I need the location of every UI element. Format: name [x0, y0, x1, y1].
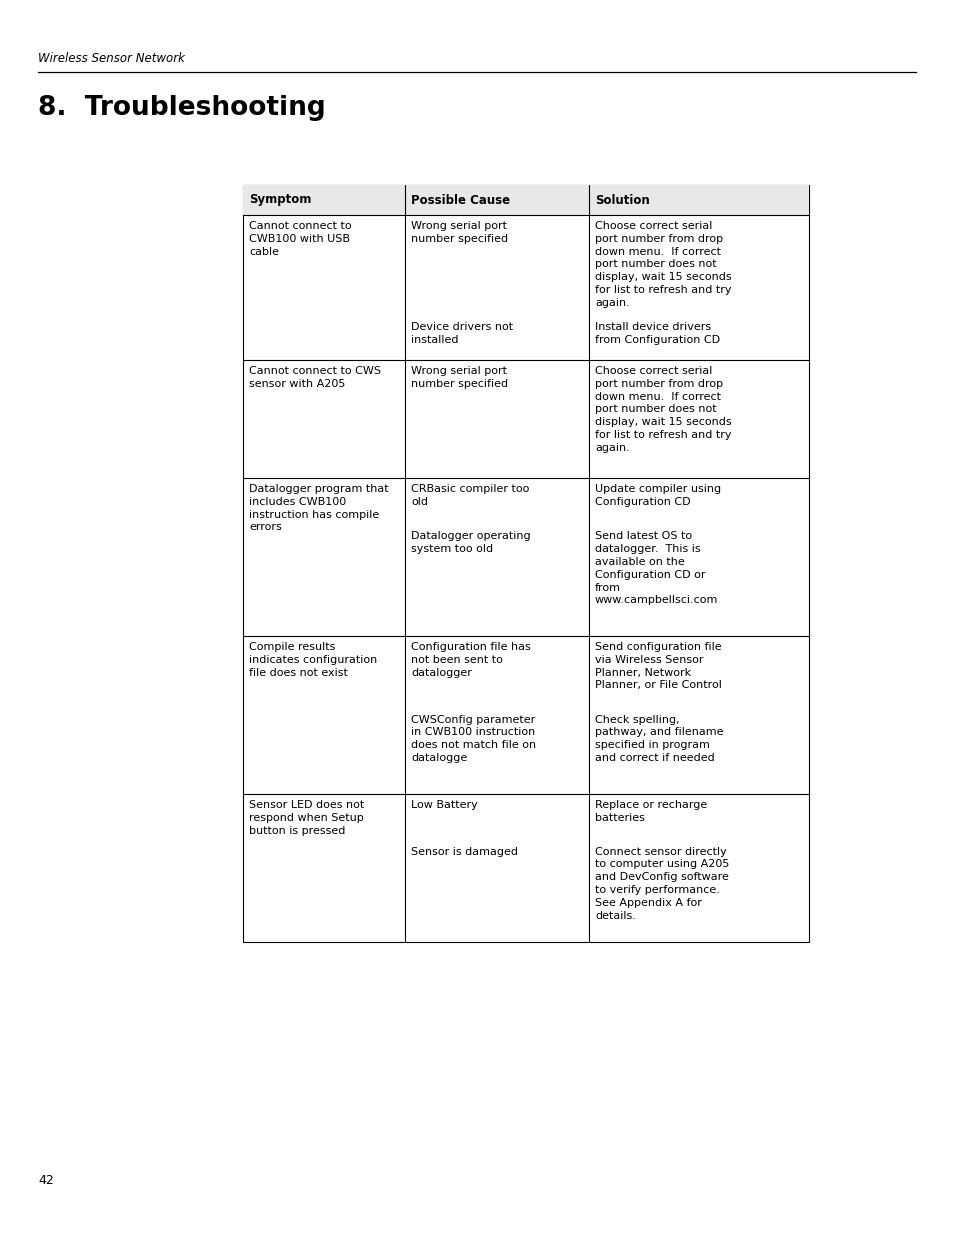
- Text: Replace or recharge
batteries: Replace or recharge batteries: [595, 800, 706, 823]
- Text: Low Battery: Low Battery: [411, 800, 477, 810]
- Text: Check spelling,
pathway, and filename
specified in program
and correct if needed: Check spelling, pathway, and filename sp…: [595, 715, 722, 763]
- Text: Install device drivers
from Configuration CD: Install device drivers from Configuratio…: [595, 322, 720, 345]
- Text: Choose correct serial
port number from drop
down menu.  If correct
port number d: Choose correct serial port number from d…: [595, 366, 731, 453]
- Bar: [243, 185, 808, 942]
- Text: CRBasic compiler too
old: CRBasic compiler too old: [411, 484, 529, 506]
- Text: Datalogger program that
includes CWB100
instruction has compile
errors: Datalogger program that includes CWB100 …: [249, 484, 388, 532]
- Bar: [243, 185, 808, 215]
- Text: Cannot connect to CWS
sensor with A205: Cannot connect to CWS sensor with A205: [249, 366, 380, 389]
- Text: Cannot connect to
CWB100 with USB
cable: Cannot connect to CWB100 with USB cable: [249, 221, 352, 257]
- Text: CWSConfig parameter
in CWB100 instruction
does not match file on
datalogge: CWSConfig parameter in CWB100 instructio…: [411, 715, 536, 763]
- Text: Choose correct serial
port number from drop
down menu.  If correct
port number d: Choose correct serial port number from d…: [595, 221, 731, 308]
- Text: Update compiler using
Configuration CD: Update compiler using Configuration CD: [595, 484, 720, 506]
- Text: Wrong serial port
number specified: Wrong serial port number specified: [411, 366, 508, 389]
- Text: Sensor LED does not
respond when Setup
button is pressed: Sensor LED does not respond when Setup b…: [249, 800, 364, 836]
- Text: Device drivers not
installed: Device drivers not installed: [411, 322, 513, 345]
- Text: Send configuration file
via Wireless Sensor
Planner, Network
Planner, or File Co: Send configuration file via Wireless Sen…: [595, 642, 721, 690]
- Text: Wrong serial port
number specified: Wrong serial port number specified: [411, 221, 508, 243]
- Text: 42: 42: [38, 1174, 53, 1187]
- Text: 8.  Troubleshooting: 8. Troubleshooting: [38, 95, 325, 121]
- Text: Configuration file has
not been sent to
datalogger: Configuration file has not been sent to …: [411, 642, 530, 678]
- Text: Sensor is damaged: Sensor is damaged: [411, 847, 517, 857]
- Text: Possible Cause: Possible Cause: [411, 194, 510, 206]
- Text: Send latest OS to
datalogger.  This is
available on the
Configuration CD or
from: Send latest OS to datalogger. This is av…: [595, 531, 718, 605]
- Text: Symptom: Symptom: [249, 194, 311, 206]
- Text: Solution: Solution: [595, 194, 649, 206]
- Text: Wireless Sensor Network: Wireless Sensor Network: [38, 52, 185, 65]
- Text: Compile results
indicates configuration
file does not exist: Compile results indicates configuration …: [249, 642, 376, 678]
- Text: Datalogger operating
system too old: Datalogger operating system too old: [411, 531, 530, 555]
- Text: Connect sensor directly
to computer using A205
and DevConfig software
to verify : Connect sensor directly to computer usin…: [595, 847, 729, 920]
